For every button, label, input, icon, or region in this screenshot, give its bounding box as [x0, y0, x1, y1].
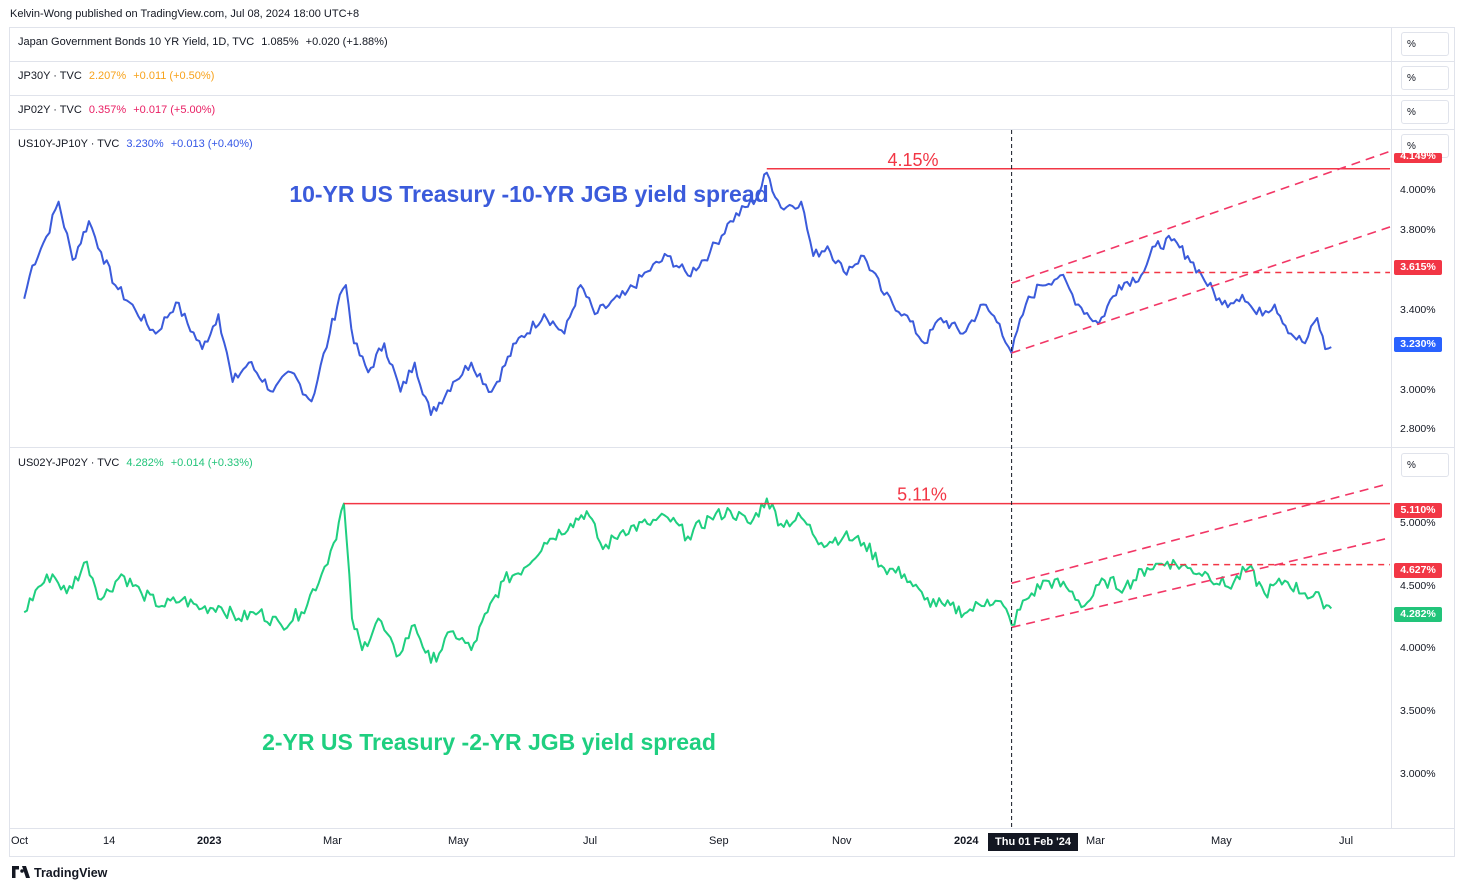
chart-title: 10-YR US Treasury -10-YR JGB yield sprea…: [289, 181, 768, 207]
y-tick: 4.000%: [1400, 642, 1436, 654]
legend-value: 4.282%: [126, 457, 164, 469]
top-resistance-badge: 4.149%: [1394, 153, 1442, 163]
x-tick: Mar: [323, 835, 342, 847]
y-tick: 3.400%: [1400, 304, 1436, 316]
channel-lower-line: [1011, 226, 1391, 354]
x-tick: Jul: [583, 835, 598, 847]
x-tick: 14: [103, 835, 116, 847]
time-axis-separator: [10, 828, 1454, 829]
level-badge: 3.615%: [1394, 260, 1442, 275]
x-tick: Jul: [1339, 835, 1354, 847]
legend-change: +0.014 (+0.33%): [170, 457, 253, 469]
x-tick: Nov: [832, 835, 852, 847]
x-tick: Oct: [11, 835, 29, 847]
tradingview-logo[interactable]: TradingView: [12, 866, 107, 881]
y-tick: 3.000%: [1400, 768, 1436, 780]
pane-separator[interactable]: [10, 447, 1454, 448]
unit-button[interactable]: %: [1401, 100, 1449, 124]
publisher-credit: Kelvin-Wong published on TradingView.com…: [10, 8, 360, 20]
legend-symbol: US02Y-JP02Y · TVC: [18, 457, 120, 469]
y-tick: 2.800%: [1400, 423, 1436, 435]
legend-change: +0.020 (+1.88%): [305, 36, 388, 48]
y-tick: 4.000%: [1400, 184, 1436, 196]
legend-jgb10y[interactable]: Japan Government Bonds 10 YR Yield, 1D, …: [18, 36, 388, 48]
legend-change: +0.011 (+0.50%): [133, 70, 215, 82]
legend-symbol: JP02Y · TVC: [18, 104, 82, 116]
legend-value: 2.207%: [88, 70, 127, 82]
y-tick: 3.000%: [1400, 384, 1436, 396]
x-tick: 2023: [197, 835, 222, 847]
pane-separator[interactable]: [10, 95, 1454, 96]
series-line-us02y-jp02y: [23, 497, 1333, 664]
pane-separator[interactable]: [10, 61, 1454, 62]
last-price-badge: 3.230%: [1394, 337, 1442, 352]
channel-lower-line: [1011, 538, 1386, 629]
resistance-label: 5.11%: [897, 485, 947, 505]
legend-symbol: Japan Government Bonds 10 YR Yield, 1D, …: [18, 36, 255, 48]
pane-separator[interactable]: [10, 129, 1454, 130]
legend-symbol: US10Y-JP10Y · TVC: [18, 138, 120, 150]
x-tick: Sep: [709, 835, 729, 847]
legend-value: 1.085%: [261, 36, 299, 48]
x-tick: May: [448, 835, 469, 847]
legend-change: +0.017 (+5.00%): [133, 104, 216, 116]
level-badge: 4.627%: [1394, 563, 1442, 578]
chart-title: 2-YR US Treasury -2-YR JGB yield spread: [262, 729, 716, 755]
channel-upper-line: [1011, 483, 1386, 584]
price-axis-separator: [1391, 28, 1392, 828]
legend-jp02y[interactable]: JP02Y · TVC 0.357% +0.017 (+5.00%): [18, 104, 215, 116]
resistance-label: 4.15%: [887, 150, 938, 170]
y-tick: 3.500%: [1400, 705, 1436, 717]
legend-symbol: JP30Y · TVC: [18, 70, 82, 82]
x-tick: May: [1211, 835, 1232, 847]
tradingview-icon: [12, 866, 30, 881]
unit-button[interactable]: %: [1401, 66, 1449, 90]
channel-upper-line: [1011, 150, 1391, 284]
y-tick: 4.500%: [1400, 580, 1436, 592]
chart-frame: [9, 27, 1455, 857]
y-tick: 3.800%: [1400, 224, 1436, 236]
y-tick: 5.000%: [1400, 517, 1436, 529]
legend-value: 3.230%: [126, 138, 164, 150]
top-resistance-badge: 5.110%: [1394, 503, 1442, 518]
legend-value: 0.357%: [88, 104, 127, 116]
unit-button[interactable]: %: [1401, 32, 1449, 56]
legend-change: +0.013 (+0.40%): [170, 138, 253, 150]
legend-us10y-jp10y[interactable]: US10Y-JP10Y · TVC 3.230% +0.013 (+0.40%): [18, 138, 253, 150]
last-price-badge: 4.282%: [1394, 607, 1442, 622]
legend-jp30y[interactable]: JP30Y · TVC 2.207% +0.011 (+0.50%): [18, 70, 214, 82]
series-line-us10y-jp10y: [23, 171, 1332, 416]
crosshair-date-badge: Thu 01 Feb '24: [988, 833, 1078, 851]
x-tick: Mar: [1086, 835, 1105, 847]
tradingview-brand: TradingView: [34, 866, 108, 880]
x-tick: 2024: [954, 835, 979, 847]
legend-us02y-jp02y[interactable]: US02Y-JP02Y · TVC 4.282% +0.014 (+0.33%): [18, 457, 253, 469]
unit-button[interactable]: %: [1401, 453, 1449, 477]
